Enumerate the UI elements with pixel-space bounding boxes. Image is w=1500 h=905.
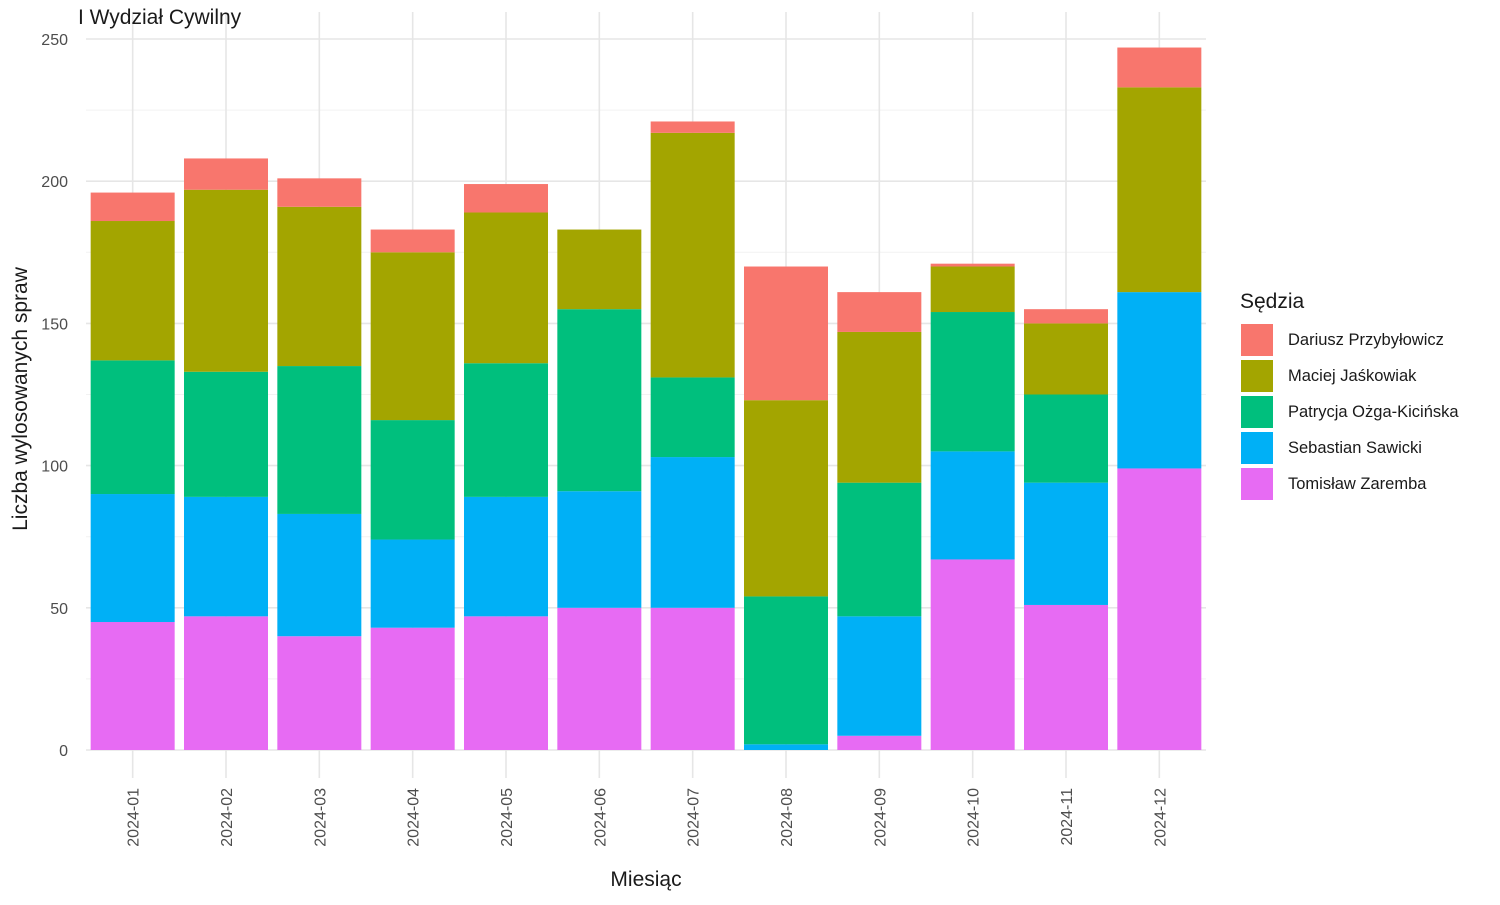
- bar-segment: [464, 212, 548, 364]
- legend-label: Tomisław Zaremba: [1288, 474, 1427, 493]
- bar-segment: [837, 292, 922, 332]
- legend-key: [1240, 395, 1274, 429]
- legend-key: [1240, 467, 1274, 501]
- bar-segment: [837, 331, 922, 483]
- bar-segment: [650, 377, 735, 458]
- bar-segment: [930, 312, 1015, 452]
- legend-item: Patrycja Ożga-Kicińska: [1240, 394, 1459, 430]
- x-tick-label: 2024-10: [966, 788, 983, 847]
- bar-segment: [90, 221, 175, 361]
- y-axis-title: Liczba wylosowanych spraw: [9, 266, 32, 531]
- bar-segment: [277, 206, 362, 367]
- y-tick-label: 0: [59, 743, 68, 760]
- legend-label: Maciej Jaśkowiak: [1288, 366, 1417, 385]
- y-tick-label: 150: [41, 316, 68, 333]
- bar-segment: [184, 158, 268, 190]
- bar-segment: [930, 451, 1015, 560]
- bar-segment: [1117, 292, 1202, 469]
- bar-segment: [370, 252, 455, 421]
- bar-segment: [184, 371, 268, 497]
- y-tick-label: 100: [41, 459, 68, 476]
- bar-segment: [370, 229, 455, 253]
- bar-segment: [90, 192, 175, 222]
- legend-item: Maciej Jaśkowiak: [1240, 358, 1459, 394]
- bar-segment: [90, 622, 175, 750]
- bar-segment: [464, 616, 548, 750]
- legend-label: Patrycja Ożga-Kicińska: [1288, 402, 1459, 421]
- y-tick-label: 200: [41, 174, 68, 191]
- bar-segment: [650, 121, 735, 133]
- bar-segment: [557, 491, 642, 608]
- bar-segment: [1117, 87, 1202, 293]
- legend-item: Dariusz Przybyłowicz: [1240, 322, 1459, 358]
- bar-segment: [1024, 323, 1108, 395]
- chart-title: I Wydział Cywilny: [78, 6, 242, 29]
- x-tick-label: 2024-07: [686, 788, 703, 847]
- bar-segment: [90, 360, 175, 495]
- x-tick-label: 2024-03: [312, 788, 329, 847]
- bar-segment: [1024, 604, 1108, 750]
- bar-segment: [90, 494, 175, 623]
- bar-segment: [744, 744, 828, 750]
- x-tick-label: 2024-06: [592, 788, 609, 847]
- legend-key: [1240, 323, 1274, 357]
- bar-segment: [1117, 468, 1202, 750]
- legend-key: [1240, 359, 1274, 393]
- bar-segment: [930, 559, 1015, 750]
- legend-item: Sebastian Sawicki: [1240, 430, 1459, 466]
- bar-segment: [650, 607, 735, 750]
- bar-segment: [557, 309, 642, 492]
- bar-segment: [557, 229, 642, 310]
- bar-segment: [650, 132, 735, 378]
- bar-segment: [557, 607, 642, 750]
- bar-segment: [837, 616, 922, 736]
- bar-segment: [837, 735, 922, 750]
- bar-segment: [277, 178, 362, 207]
- bar-segment: [930, 263, 1015, 267]
- x-tick-label: 2024-05: [499, 788, 516, 847]
- x-axis-title: Miesiąc: [610, 868, 681, 891]
- legend: Sędzia Dariusz Przybyłowicz Maciej Jaśkow…: [1240, 290, 1459, 502]
- bar-segment: [277, 636, 362, 750]
- x-tick-label: 2024-11: [1059, 788, 1076, 846]
- bar-segment: [744, 266, 828, 401]
- bar-segment: [464, 363, 548, 497]
- y-tick-label: 250: [41, 32, 68, 49]
- bar-segment: [184, 189, 268, 372]
- legend-item: Tomisław Zaremba: [1240, 466, 1459, 502]
- x-tick-label: 2024-02: [219, 788, 236, 847]
- bar-segment: [277, 366, 362, 514]
- bar-segment: [837, 482, 922, 617]
- legend-label: Sebastian Sawicki: [1288, 438, 1422, 457]
- bar-segment: [1024, 309, 1108, 324]
- bar-segment: [184, 496, 268, 617]
- bar-segment: [370, 539, 455, 628]
- bar-segment: [650, 457, 735, 608]
- bar-segment: [1117, 47, 1202, 88]
- legend-label: Dariusz Przybyłowicz: [1288, 330, 1444, 349]
- x-tick-label: 2024-04: [406, 788, 423, 847]
- bar-segment: [1024, 482, 1108, 605]
- legend-key: [1240, 431, 1274, 465]
- legend-title: Sędzia: [1240, 290, 1305, 313]
- bar-segment: [277, 513, 362, 637]
- bar-segment: [184, 616, 268, 750]
- x-tick-label: 2024-09: [872, 788, 889, 847]
- bar-segment: [930, 266, 1015, 313]
- bar-segment: [464, 184, 548, 213]
- bar-segment: [744, 400, 828, 597]
- x-tick-label: 2024-01: [126, 788, 143, 847]
- bar-segment: [370, 627, 455, 750]
- x-tick-label: 2024-12: [1152, 788, 1169, 847]
- legend-items: Dariusz Przybyłowicz Maciej Jaśkowiak Patr…: [1240, 322, 1459, 502]
- bar-segment: [1024, 394, 1108, 483]
- bar-segment: [370, 420, 455, 540]
- bar-segment: [744, 596, 828, 745]
- y-tick-label: 50: [50, 601, 68, 618]
- x-tick-label: 2024-08: [779, 788, 796, 847]
- bar-segment: [464, 496, 548, 617]
